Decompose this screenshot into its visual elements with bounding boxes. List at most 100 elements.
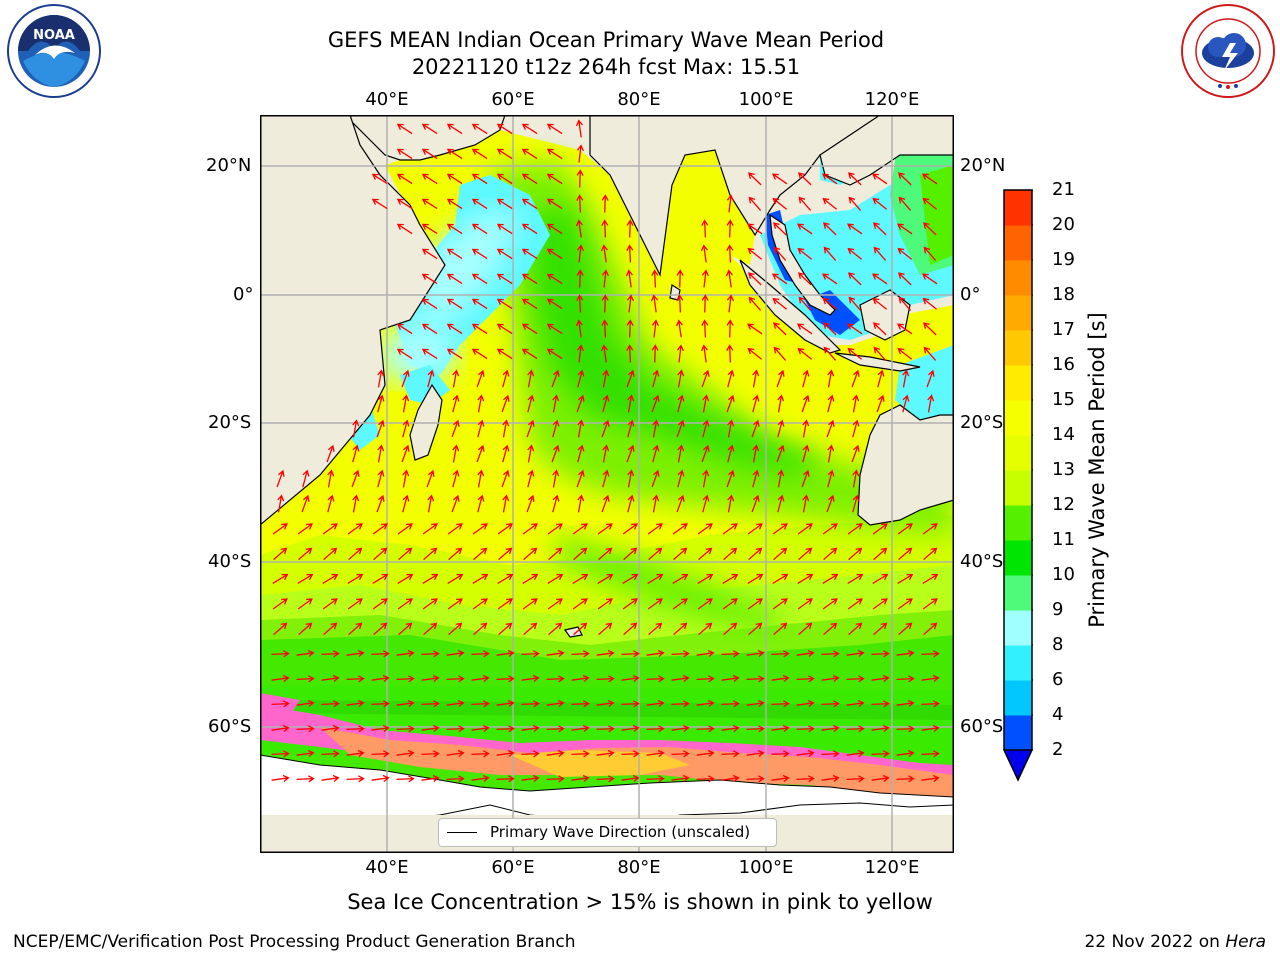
- wave-arrow: [376, 494, 385, 513]
- wave-arrow: [422, 598, 438, 610]
- wave-arrow: [822, 322, 837, 336]
- wave-arrow: [421, 348, 438, 360]
- wave-arrow: [826, 494, 835, 513]
- wave-arrow: [576, 144, 584, 163]
- footer-date-text: 22 Nov 2022 on: [1084, 932, 1226, 952]
- wave-arrow: [722, 598, 738, 610]
- wave-arrow: [822, 523, 838, 535]
- wave-arrow: [601, 294, 609, 313]
- wave-arrow: [472, 573, 489, 584]
- wave-arrow: [471, 674, 490, 683]
- wave-arrow: [877, 369, 885, 388]
- wave-arrow: [446, 675, 465, 683]
- wave-arrow: [448, 547, 463, 561]
- wave-arrow: [321, 650, 340, 658]
- wave-arrow: [621, 724, 640, 733]
- wave-arrow: [575, 219, 584, 238]
- wave-arrow: [721, 774, 740, 783]
- wave-arrow: [851, 444, 860, 463]
- wave-arrow: [898, 547, 913, 561]
- wave-arrow: [846, 223, 863, 235]
- wave-arrow: [572, 598, 588, 610]
- map-legend: Primary Wave Direction (unscaled): [438, 818, 777, 847]
- lon-label: 40°E: [365, 89, 409, 110]
- wave-arrow: [576, 469, 585, 488]
- colorbar-tick-label: 2: [1052, 739, 1064, 760]
- wave-arrow: [371, 700, 390, 708]
- colorbar-tick-label: 12: [1052, 494, 1075, 515]
- wave-arrow: [321, 700, 340, 708]
- wave-arrow: [852, 419, 860, 438]
- wave-arrow: [772, 197, 788, 210]
- wave-arrow: [651, 269, 659, 288]
- wave-arrow: [922, 598, 938, 610]
- wave-arrow: [897, 598, 913, 610]
- wave-arrow: [596, 775, 615, 783]
- wave-arrow: [322, 598, 338, 610]
- wave-arrow: [727, 419, 735, 438]
- colorbar-segment: [1004, 575, 1032, 611]
- wave-arrow: [446, 775, 465, 783]
- wave-arrow: [701, 219, 709, 238]
- wave-arrow: [271, 774, 290, 783]
- wave-arrow: [921, 700, 940, 708]
- wave-arrow: [497, 573, 514, 584]
- lon-label: 80°E: [617, 89, 661, 110]
- wave-arrow: [722, 523, 738, 535]
- lon-label: 60°E: [491, 857, 535, 878]
- wave-arrow: [521, 198, 538, 210]
- wave-arrow: [571, 774, 590, 783]
- wave-arrow: [672, 523, 688, 535]
- wave-arrow: [676, 494, 685, 513]
- wave-arrow: [471, 323, 488, 335]
- wave-arrow: [647, 598, 663, 610]
- wave-arrow: [377, 369, 385, 388]
- wave-arrow: [752, 369, 760, 388]
- wave-arrow: [776, 369, 785, 388]
- chart-title: GEFS MEAN Indian Ocean Primary Wave Mean…: [327, 28, 885, 52]
- wave-arrow: [871, 750, 890, 758]
- wave-arrow: [446, 123, 463, 135]
- wave-arrow: [852, 394, 860, 413]
- wave-arrow: [696, 775, 715, 783]
- wave-arrow: [873, 346, 887, 361]
- wave-arrow: [796, 749, 815, 758]
- wave-arrow: [502, 419, 510, 438]
- ocean-region: [260, 700, 954, 720]
- wave-arrow: [796, 223, 813, 235]
- wave-arrow: [651, 469, 660, 488]
- colorbar-tick-label: 8: [1052, 634, 1064, 655]
- wave-arrow: [772, 573, 789, 584]
- wave-arrow: [846, 749, 865, 758]
- wave-arrow: [371, 674, 390, 683]
- wave-arrow: [627, 469, 635, 488]
- wave-arrow: [476, 369, 485, 388]
- wave-arrow: [547, 573, 564, 584]
- wave-arrow: [296, 725, 315, 733]
- wave-arrow: [701, 269, 709, 288]
- wave-arrow: [652, 444, 660, 463]
- wave-arrow: [727, 444, 735, 463]
- lat-label: 40°S: [208, 551, 252, 572]
- wave-arrow: [671, 674, 690, 683]
- wave-arrow: [551, 444, 560, 463]
- wave-arrow: [777, 419, 785, 438]
- wave-arrow: [872, 598, 888, 610]
- wave-arrow: [401, 369, 410, 388]
- wave-arrow: [602, 444, 610, 463]
- colorbar-tick-label: 4: [1052, 704, 1064, 725]
- wave-arrow: [546, 323, 563, 335]
- wave-arrow: [796, 675, 815, 683]
- wave-arrow: [646, 675, 665, 683]
- wave-arrow: [698, 622, 713, 636]
- wave-arrow: [577, 444, 585, 463]
- wave-arrow: [377, 444, 385, 463]
- wave-arrow: [723, 547, 738, 561]
- wave-arrow: [622, 573, 639, 584]
- lat-label: 60°S: [960, 716, 1004, 737]
- wave-arrow: [848, 622, 863, 636]
- wave-arrow: [496, 273, 513, 285]
- wave-arrow: [897, 247, 913, 260]
- sri-lanka: [669, 284, 681, 301]
- wave-arrow: [321, 774, 340, 783]
